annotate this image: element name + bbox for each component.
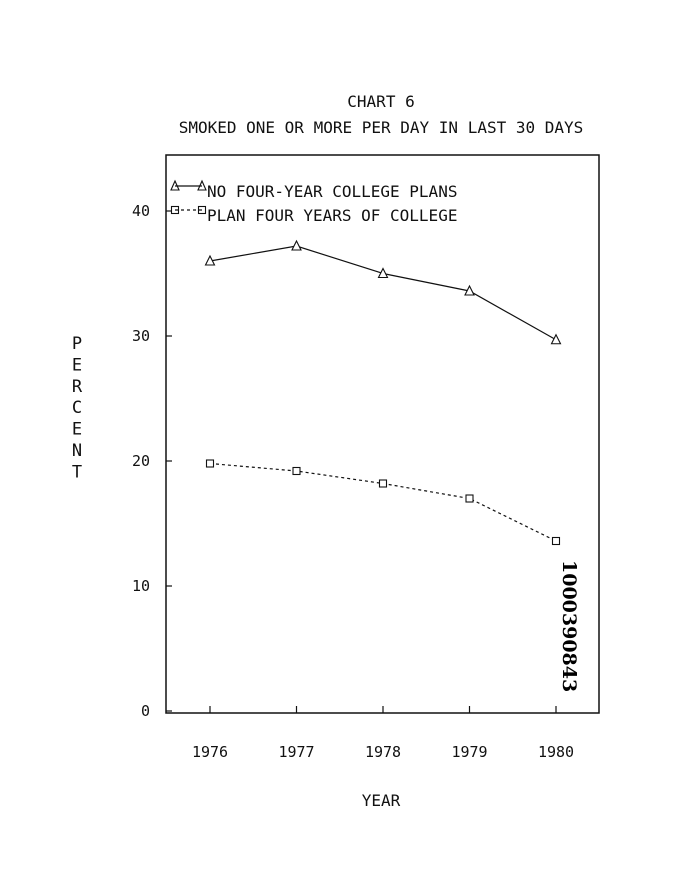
- document-id-stamp: 1000390843: [558, 560, 580, 692]
- data-point-square: [205, 459, 215, 468]
- legend-item-no-college-plans: NO FOUR-YEAR COLLEGE PLANS: [170, 179, 457, 201]
- x-axis-label: YEAR: [362, 791, 401, 810]
- y-tick-label: 0: [141, 702, 150, 720]
- series-line: [209, 462, 557, 542]
- data-point-triangle: [291, 239, 302, 251]
- data-point-triangle: [377, 267, 389, 279]
- plot-area: [204, 239, 562, 546]
- x-tick-label: 1976: [192, 743, 228, 761]
- y-tick-label: 40: [132, 202, 150, 220]
- series-2: [205, 459, 561, 546]
- x-axis: 1976 1977 1978 1979 1980: [192, 706, 574, 761]
- data-point-triangle: [464, 284, 475, 296]
- series-line: [209, 245, 557, 341]
- y-axis: 0 10 20 30 40: [132, 202, 172, 720]
- plot-frame: [165, 154, 600, 714]
- data-point-square: [465, 494, 474, 503]
- x-tick-label: 1980: [538, 743, 574, 761]
- x-tick-label: 1978: [365, 743, 401, 761]
- data-point-square: [551, 536, 561, 546]
- square-marker-icon: [197, 205, 207, 215]
- y-tick-label: 20: [132, 452, 150, 470]
- data-point-square: [378, 479, 388, 488]
- legend: NO FOUR-YEAR COLLEGE PLANS PLAN FOUR YEA…: [170, 179, 457, 225]
- triangle-marker-icon: [197, 179, 207, 191]
- square-marker-icon: [170, 205, 180, 215]
- legend-item-plan-college: PLAN FOUR YEARS OF COLLEGE: [170, 205, 457, 225]
- legend-label: NO FOUR-YEAR COLLEGE PLANS: [207, 182, 457, 201]
- series-1: [204, 239, 562, 345]
- triangle-marker-icon: [170, 179, 180, 191]
- x-tick-label: 1979: [451, 743, 487, 761]
- x-tick-label: 1977: [278, 743, 314, 761]
- chart-title: CHART 6: [347, 92, 414, 111]
- chart-subtitle: SMOKED ONE OR MORE PER DAY IN LAST 30 DA…: [179, 118, 584, 137]
- y-tick-label: 30: [132, 327, 150, 345]
- legend-label: PLAN FOUR YEARS OF COLLEGE: [207, 206, 457, 225]
- y-tick-label: 10: [132, 577, 150, 595]
- data-point-square: [292, 466, 301, 476]
- data-point-triangle: [550, 333, 562, 345]
- data-point-triangle: [204, 254, 216, 266]
